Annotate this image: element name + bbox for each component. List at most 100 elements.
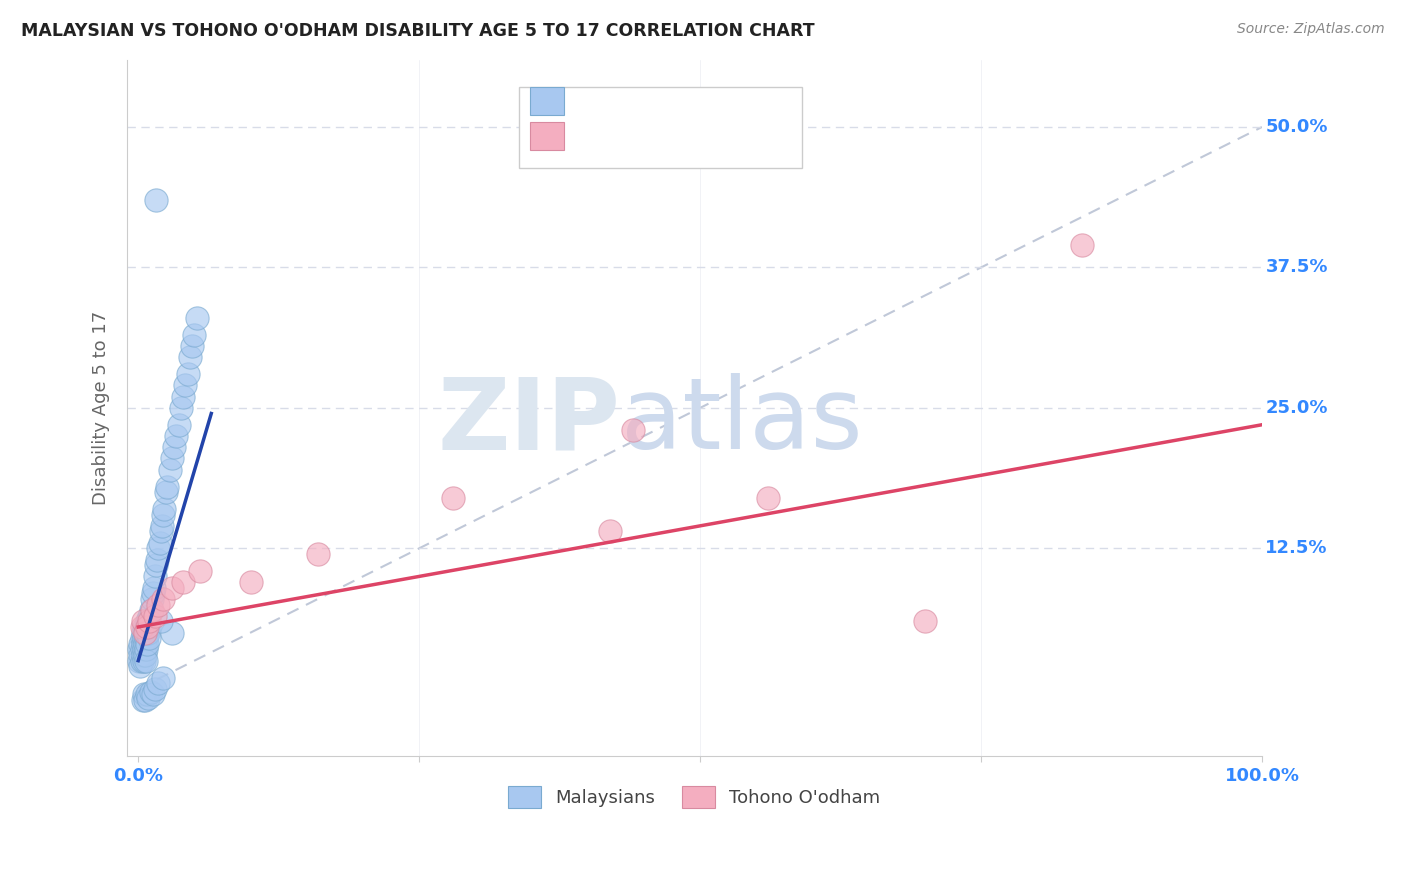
Point: [135, 631, 157, 645]
Point: [143, 681, 166, 696]
Point: [131, 654, 153, 668]
Text: 12.5%: 12.5%: [1265, 540, 1327, 558]
Point: [128, 642, 150, 657]
Text: R = 0.318   N = 71: R = 0.318 N = 71: [578, 93, 762, 111]
Point: [188, 564, 211, 578]
Point: [148, 541, 170, 556]
Point: [138, 625, 160, 640]
Point: [128, 654, 150, 668]
Point: [136, 615, 159, 629]
Point: [132, 620, 155, 634]
Point: [132, 642, 155, 657]
Text: ZIP: ZIP: [437, 374, 620, 470]
Point: [136, 625, 159, 640]
Point: [441, 491, 464, 505]
Point: [143, 608, 166, 623]
Point: [170, 401, 193, 415]
Point: [148, 598, 170, 612]
Point: [132, 693, 155, 707]
Point: [149, 615, 172, 629]
Point: [136, 637, 159, 651]
Point: [136, 620, 159, 634]
Point: [139, 685, 162, 699]
Point: [152, 671, 174, 685]
Point: [183, 327, 205, 342]
Point: [138, 608, 160, 623]
Point: [150, 519, 173, 533]
Point: [142, 586, 165, 600]
Point: [132, 615, 155, 629]
Point: [131, 631, 153, 645]
Point: [129, 659, 152, 673]
Point: [136, 687, 159, 701]
Point: [239, 575, 262, 590]
Point: [145, 193, 167, 207]
Text: R = 0.516   N = 20: R = 0.516 N = 20: [578, 128, 762, 145]
Point: [131, 642, 153, 657]
Point: [138, 631, 160, 645]
Point: [134, 693, 156, 707]
Point: [134, 625, 156, 640]
Point: [135, 654, 157, 668]
Point: [129, 637, 152, 651]
Point: [134, 625, 156, 640]
Point: [134, 637, 156, 651]
Point: [143, 581, 166, 595]
Point: [152, 591, 174, 606]
Point: [132, 631, 155, 645]
Point: [160, 451, 183, 466]
Point: [138, 620, 160, 634]
Point: [148, 676, 170, 690]
Text: 50.0%: 50.0%: [1265, 118, 1327, 136]
Text: Source: ZipAtlas.com: Source: ZipAtlas.com: [1237, 22, 1385, 37]
Point: [145, 558, 167, 573]
Point: [132, 687, 155, 701]
Point: [155, 485, 177, 500]
Text: 25.0%: 25.0%: [1265, 399, 1327, 417]
Point: [138, 690, 160, 705]
Point: [134, 648, 156, 662]
Point: [163, 440, 186, 454]
Point: [307, 547, 329, 561]
Point: [153, 502, 176, 516]
Point: [165, 429, 187, 443]
Point: [142, 687, 165, 701]
Y-axis label: Disability Age 5 to 17: Disability Age 5 to 17: [93, 310, 110, 505]
Point: [160, 625, 183, 640]
Point: [179, 351, 201, 365]
Point: [139, 603, 162, 617]
Point: [152, 508, 174, 522]
Point: [599, 524, 621, 539]
Point: [131, 620, 153, 634]
Point: [167, 417, 190, 432]
Point: [159, 463, 181, 477]
Point: [135, 642, 157, 657]
Point: [132, 625, 155, 640]
Point: [756, 491, 779, 505]
Point: [149, 535, 172, 549]
Point: [141, 603, 163, 617]
Point: [132, 654, 155, 668]
Legend: Malaysians, Tohono O'odham: Malaysians, Tohono O'odham: [502, 779, 887, 815]
Point: [1071, 238, 1094, 252]
Point: [176, 367, 198, 381]
Point: [156, 479, 179, 493]
Text: MALAYSIAN VS TOHONO O'ODHAM DISABILITY AGE 5 TO 17 CORRELATION CHART: MALAYSIAN VS TOHONO O'ODHAM DISABILITY A…: [21, 22, 814, 40]
Point: [149, 524, 172, 539]
Point: [138, 615, 160, 629]
Point: [181, 339, 204, 353]
Point: [160, 581, 183, 595]
Point: [138, 615, 160, 629]
FancyBboxPatch shape: [530, 122, 564, 150]
Point: [132, 637, 155, 651]
Point: [174, 378, 197, 392]
Point: [132, 648, 155, 662]
Point: [143, 569, 166, 583]
Point: [172, 575, 194, 590]
Point: [914, 615, 936, 629]
Point: [135, 620, 157, 634]
FancyBboxPatch shape: [530, 87, 564, 115]
FancyBboxPatch shape: [519, 87, 803, 168]
Point: [621, 423, 644, 437]
Point: [186, 311, 208, 326]
